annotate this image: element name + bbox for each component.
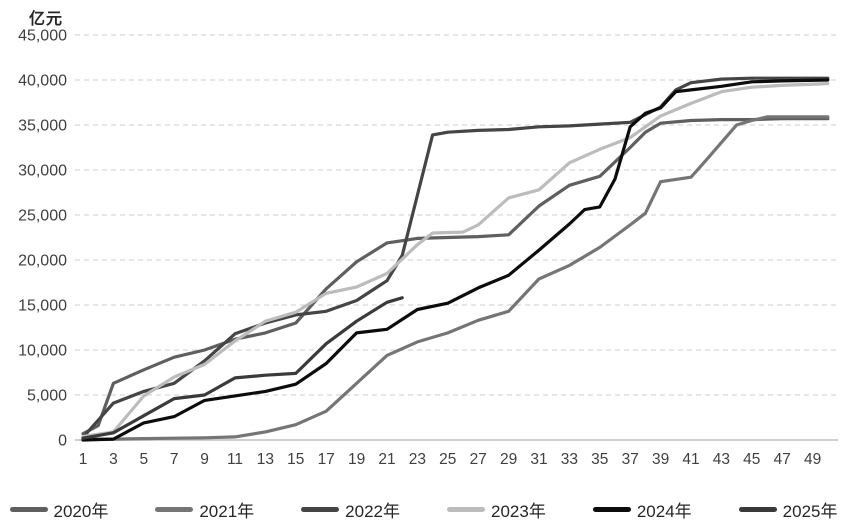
legend-swatch: [301, 506, 340, 512]
chart-legend: 2020年 2021年 2022年 2023年 2024年 2025年: [0, 494, 847, 524]
legend-label: 2020年: [53, 501, 109, 521]
x-axis-tick-label: 25: [439, 451, 456, 468]
legend-swatch: [592, 506, 631, 512]
y-axis-tick-label: 15,000: [18, 298, 67, 315]
legend-label: 2023年: [491, 501, 546, 521]
x-axis-tick-label: 31: [530, 451, 547, 468]
x-axis-tick-label: 1: [79, 451, 88, 468]
legend-item-2025年: 2025年: [738, 497, 838, 522]
x-axis-tick-label: 21: [378, 451, 395, 468]
x-axis-tick-label: 11: [227, 451, 243, 468]
legend-label: 2021年: [199, 501, 255, 521]
series-line-2023年: [81, 81, 830, 438]
y-axis-tick-label: 25,000: [18, 208, 67, 225]
x-axis-tick-label: 37: [622, 451, 639, 468]
y-axis-tick-label: 10,000: [18, 343, 67, 360]
legend-swatch: [447, 506, 485, 512]
x-axis-tick-label: 39: [652, 451, 669, 468]
x-axis-tick-label: 23: [409, 451, 426, 468]
x-axis-tick-label: 7: [170, 451, 179, 468]
y-axis-tick-label: 35,000: [18, 118, 67, 135]
x-axis-tick-label: 3: [109, 451, 118, 468]
x-axis-tick-label: 15: [287, 451, 304, 468]
legend-label: 2022年: [345, 501, 400, 521]
y-axis-tick-label: 40,000: [18, 73, 67, 90]
x-axis-tick-label: 49: [804, 451, 821, 468]
legend-label: 2025年: [782, 501, 838, 521]
y-axis-tick-label: 45,000: [18, 28, 67, 45]
x-axis-tick-label: 13: [257, 451, 274, 468]
x-axis-tick-label: 5: [139, 451, 148, 468]
y-axis-tick-label: 0: [58, 433, 67, 450]
x-axis-tick-label: 41: [682, 451, 699, 468]
legend-item-2020年: 2020年: [9, 497, 109, 522]
x-axis-tick-label: 45: [743, 451, 760, 468]
y-axis-tick-label: 5,000: [27, 388, 67, 405]
y-axis-tick-label: 20,000: [18, 253, 67, 270]
x-axis-tick-label: 19: [348, 451, 365, 468]
x-axis-tick-label: 35: [591, 451, 608, 468]
series-line-2021年: [81, 115, 830, 441]
x-axis-tick-label: 17: [318, 451, 335, 468]
y-axis-tick-label: 30,000: [18, 163, 67, 180]
x-axis-tick-label: 47: [774, 451, 791, 468]
x-axis-tick-label: 29: [500, 451, 517, 468]
plot-area: 0 5,000 10,000 15,000 20,000 25,000 30,000 35,0…: [18, 28, 838, 468]
x-axis-tick-label: 43: [713, 451, 730, 468]
legend-item-2021年: 2021年: [155, 497, 254, 522]
series-line-2020年: [81, 117, 830, 436]
series-line-2022年: [81, 76, 830, 439]
legend-swatch: [9, 506, 48, 512]
legend-item-2024年: 2024年: [592, 497, 692, 522]
legend-item-2022年: 2022年: [301, 497, 400, 522]
series-line-2025年: [81, 296, 404, 440]
legend-swatch: [738, 506, 777, 512]
legend-swatch: [155, 506, 194, 512]
legend-item-2023年: 2023年: [447, 497, 546, 522]
x-axis-tick-label: 9: [200, 451, 209, 468]
y-axis-unit-label: 亿元: [29, 11, 64, 28]
legend-label: 2024年: [636, 501, 692, 521]
x-axis-tick-label: 33: [561, 451, 578, 468]
series-line-2024年: [81, 78, 830, 442]
x-axis-tick-label: 27: [470, 451, 487, 468]
